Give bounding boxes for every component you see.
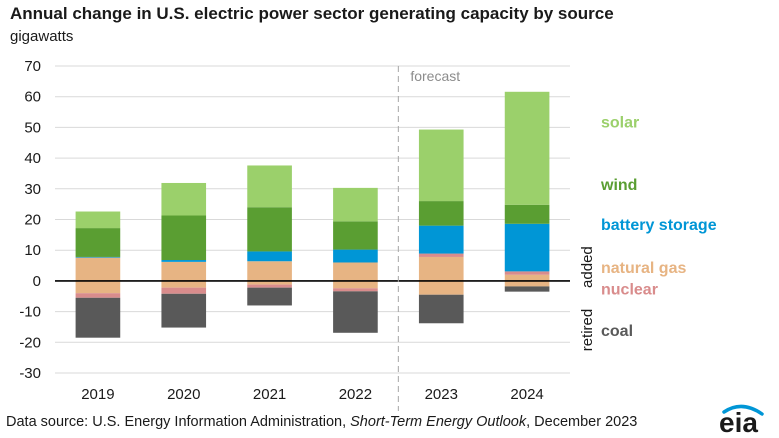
- bar-segment-battery-storage: [333, 249, 378, 263]
- gridlines: [55, 65, 570, 374]
- x-tick-label: 2024: [510, 386, 543, 403]
- y-tick-label: 50: [24, 119, 41, 136]
- x-axis: 2019 2020 2021 2022 2023 2024: [81, 386, 544, 403]
- bar-segment-retired-nuclear: [161, 287, 207, 294]
- bar-segment-wind: [161, 215, 207, 261]
- bar-segment-solar: [75, 211, 121, 229]
- bar-segment-natural-gas: [161, 261, 207, 281]
- bar-segment-solar: [161, 182, 207, 216]
- x-tick-label: 2023: [425, 386, 458, 403]
- bar-segment-solar: [333, 187, 378, 222]
- bar-segment-retired-coal: [161, 293, 207, 328]
- bar-segment-natural-gas: [75, 257, 121, 281]
- source-publication: Short-Term Energy Outlook: [350, 414, 527, 430]
- bar-segment-nuclear: [504, 271, 550, 275]
- bar-segment-natural-gas: [247, 261, 292, 281]
- retired-label: retired: [579, 309, 596, 352]
- y-tick-label: -20: [19, 334, 41, 351]
- bar-segment-retired-natural-gas: [504, 280, 550, 287]
- bar-segment-wind: [333, 221, 378, 250]
- source-suffix: , December 2023: [526, 414, 638, 430]
- bars: [75, 91, 550, 338]
- legend-label-nuclear: nuclear: [601, 282, 658, 299]
- bar-segment-battery-storage: [504, 223, 550, 272]
- bar-segment-retired-natural-gas: [247, 280, 292, 285]
- bar-segment-retired-nuclear: [75, 293, 121, 298]
- bar-segment-retired-nuclear: [247, 284, 292, 288]
- y-tick-label: -10: [19, 304, 41, 321]
- bar-segment-battery-storage: [418, 225, 464, 254]
- bar-segment-retired-coal: [418, 294, 464, 324]
- eia-logo: eia: [719, 404, 764, 436]
- bar-segment-wind: [247, 207, 292, 252]
- legend: solar wind battery storage natural gas nucle…: [600, 114, 717, 340]
- bar-segment-retired-natural-gas: [161, 280, 207, 288]
- bar-segment-nuclear: [418, 253, 464, 257]
- source-prefix: Data source: U.S. Energy Information Adm…: [6, 414, 351, 430]
- x-tick-label: 2022: [339, 386, 372, 403]
- bar-segment-wind: [418, 201, 464, 226]
- bar-segment-retired-natural-gas: [418, 280, 464, 295]
- legend-label-battery-storage: battery storage: [601, 217, 717, 234]
- y-tick-label: 30: [24, 181, 41, 198]
- bar-segment-retired-natural-gas: [333, 280, 378, 289]
- bar-segment-retired-coal: [247, 287, 292, 306]
- y-tick-label: 40: [24, 150, 41, 167]
- bar-segment-solar: [247, 165, 292, 208]
- legend-label-coal: coal: [601, 323, 633, 340]
- bar-segment-solar: [504, 91, 550, 205]
- bar-segment-battery-storage: [75, 256, 121, 258]
- chart-title: Annual change in U.S. electric power sec…: [10, 4, 614, 23]
- y-tick-label: 0: [33, 273, 41, 290]
- bar-segment-retired-coal: [504, 286, 550, 292]
- bar-segment-battery-storage: [161, 260, 207, 262]
- bar-segment-natural-gas: [504, 274, 550, 281]
- y-tick-label: 20: [24, 212, 41, 229]
- bar-segment-solar: [418, 129, 464, 202]
- data-source-note: Data source: U.S. Energy Information Adm…: [6, 414, 637, 430]
- legend-label-wind: wind: [600, 177, 637, 194]
- bar-segment-wind: [75, 228, 121, 257]
- eia-logo-arc: [722, 404, 764, 416]
- bar-segment-wind: [504, 204, 550, 224]
- y-tick-label: 60: [24, 89, 41, 106]
- bar-segment-retired-natural-gas: [75, 280, 121, 294]
- units-label: gigawatts: [10, 28, 74, 45]
- added-label: added: [579, 246, 596, 288]
- y-axis: -30 -20 -10 0 10 20 30 40 50 60 70: [19, 58, 41, 382]
- bar-segment-retired-coal: [75, 297, 121, 338]
- y-tick-label: 70: [24, 58, 41, 75]
- legend-label-solar: solar: [601, 114, 639, 131]
- y-tick-label: 10: [24, 242, 41, 259]
- bar-segment-retired-nuclear: [333, 288, 378, 292]
- forecast-label: forecast: [410, 68, 460, 84]
- x-tick-label: 2019: [81, 386, 114, 403]
- x-tick-label: 2020: [167, 386, 200, 403]
- bar-segment-battery-storage: [247, 251, 292, 262]
- y-tick-label: -30: [19, 365, 41, 382]
- bar-segment-retired-coal: [333, 291, 378, 333]
- x-tick-label: 2021: [253, 386, 286, 403]
- bar-segment-natural-gas: [333, 262, 378, 281]
- bar-segment-natural-gas: [418, 256, 464, 281]
- legend-label-natural-gas: natural gas: [601, 260, 686, 277]
